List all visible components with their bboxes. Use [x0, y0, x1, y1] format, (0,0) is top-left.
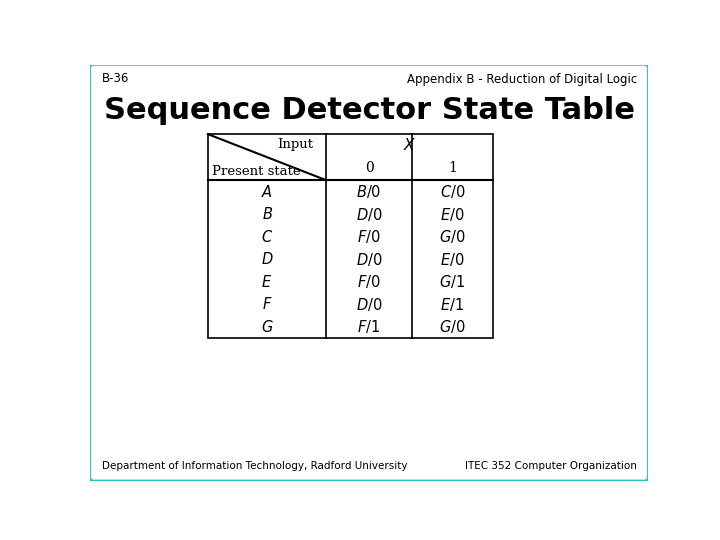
- Text: Input: Input: [277, 138, 313, 151]
- Text: $E/0$: $E/0$: [440, 251, 464, 268]
- Text: $D$: $D$: [261, 251, 274, 267]
- Text: $G/0$: $G/0$: [439, 228, 466, 245]
- Text: $C$: $C$: [261, 228, 273, 245]
- Text: Sequence Detector State Table: Sequence Detector State Table: [104, 96, 634, 125]
- Text: $X$: $X$: [403, 137, 416, 153]
- Text: $G/0$: $G/0$: [439, 319, 466, 335]
- FancyBboxPatch shape: [89, 64, 649, 481]
- Text: ITEC 352 Computer Organization: ITEC 352 Computer Organization: [465, 461, 637, 471]
- Text: $F$: $F$: [262, 296, 272, 312]
- Text: Appendix B - Reduction of Digital Logic: Appendix B - Reduction of Digital Logic: [407, 72, 637, 85]
- Text: $E/1$: $E/1$: [441, 296, 464, 313]
- Text: 1: 1: [448, 161, 456, 175]
- Bar: [208, 134, 493, 338]
- Text: $B/0$: $B/0$: [356, 183, 382, 200]
- Text: $C/0$: $C/0$: [439, 183, 465, 200]
- Text: Present state: Present state: [212, 165, 300, 178]
- Text: $E/0$: $E/0$: [440, 206, 464, 222]
- Text: Department of Information Technology, Radford University: Department of Information Technology, Ra…: [102, 461, 407, 471]
- Text: $F/0$: $F/0$: [357, 228, 381, 245]
- Text: $G$: $G$: [261, 319, 274, 335]
- Text: $D/0$: $D/0$: [356, 296, 382, 313]
- Text: $D/0$: $D/0$: [356, 206, 382, 222]
- Text: B-36: B-36: [102, 72, 129, 85]
- Text: $F/1$: $F/1$: [357, 319, 381, 335]
- Text: 0: 0: [364, 161, 374, 175]
- Text: $B$: $B$: [261, 206, 273, 222]
- Text: $F/0$: $F/0$: [357, 273, 381, 291]
- Text: $G/1$: $G/1$: [439, 273, 465, 291]
- Text: $A$: $A$: [261, 184, 273, 200]
- Text: $E$: $E$: [261, 274, 273, 290]
- Text: $D/0$: $D/0$: [356, 251, 382, 268]
